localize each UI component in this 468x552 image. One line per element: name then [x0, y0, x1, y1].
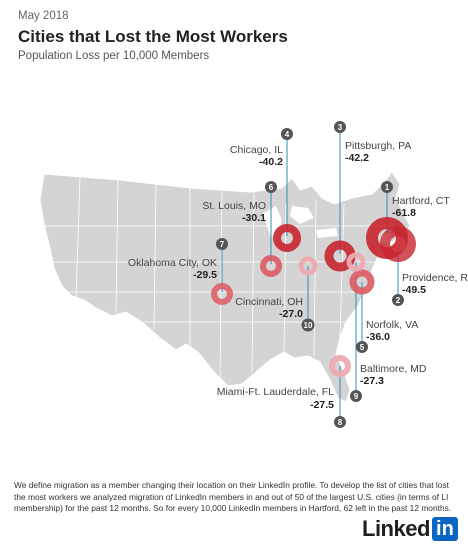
svg-text:5: 5 [360, 343, 365, 352]
us-map: 1 2 3 4 5 6 7 8 9 10 Hartford, CT -61.8 … [39, 121, 468, 428]
linkedin-logo: Linked in [362, 516, 458, 542]
badge-8: 8 [334, 416, 346, 428]
ring-miami [329, 355, 351, 377]
logo-text: Linked [362, 516, 430, 541]
badge-1: 1 [381, 181, 393, 193]
svg-text:2: 2 [396, 296, 401, 305]
methodology-footnote: We define migration as a member changing… [14, 480, 452, 513]
label-pittsburgh-name: Pittsburgh, PA [345, 140, 411, 152]
label-chicago-value: -40.2 [259, 156, 283, 168]
label-oklahoma-value: -29.5 [193, 269, 217, 281]
svg-text:8: 8 [338, 418, 343, 427]
label-hartford-name: Hartford, CT [392, 195, 450, 207]
svg-text:1: 1 [385, 183, 390, 192]
svg-text:4: 4 [285, 130, 290, 139]
label-miami-name: Miami-Ft. Lauderdale, FL [217, 386, 334, 398]
svg-text:6: 6 [269, 183, 274, 192]
ring-cincinnati [298, 256, 318, 276]
badge-2: 2 [392, 294, 404, 306]
report-date: May 2018 [18, 10, 69, 22]
ring-chicago [273, 224, 301, 252]
badge-6: 6 [265, 181, 277, 193]
badge-7: 7 [216, 238, 228, 250]
label-hartford-value: -61.8 [392, 207, 416, 219]
label-pittsburgh-value: -42.2 [345, 152, 369, 164]
badge-4: 4 [281, 128, 293, 140]
page-title: Cities that Lost the Most Workers [18, 27, 288, 46]
city-rings [211, 217, 416, 377]
svg-text:3: 3 [338, 123, 343, 132]
label-chicago-name: Chicago, IL [230, 144, 283, 156]
badge-9: 9 [350, 390, 362, 402]
label-oklahoma-name: Oklahoma City, OK [128, 257, 217, 269]
badge-10: 10 [301, 318, 315, 332]
svg-text:7: 7 [220, 240, 225, 249]
ring-baltimore [346, 252, 366, 272]
ring-stlouis [260, 255, 282, 277]
logo-in-box: in [431, 517, 458, 541]
rank-badges: 1 2 3 4 5 6 7 8 9 10 [216, 121, 404, 428]
great-lakes [262, 206, 338, 240]
page-subtitle: Population Loss per 10,000 Members [18, 50, 210, 62]
badge-5: 5 [356, 341, 368, 353]
label-providence-value: -49.5 [402, 284, 426, 296]
label-norfolk-name: Norfolk, VA [366, 319, 418, 331]
ring-norfolk [349, 269, 375, 295]
svg-text:9: 9 [354, 392, 359, 401]
ring-providence [380, 226, 416, 262]
label-cincinnati-name: Cincinnati, OH [235, 296, 303, 308]
ring-oklahoma [211, 283, 233, 305]
label-providence-name: Providence, RI [402, 272, 468, 284]
label-baltimore-value: -27.3 [360, 375, 384, 387]
city-labels: Hartford, CT -61.8 Providence, RI -49.5 … [128, 140, 468, 411]
label-stlouis-value: -30.1 [242, 212, 266, 224]
svg-text:10: 10 [304, 321, 313, 330]
label-cincinnati-value: -27.0 [279, 308, 303, 320]
label-norfolk-value: -36.0 [366, 331, 390, 343]
label-miami-value: -27.5 [310, 399, 334, 411]
badge-3: 3 [334, 121, 346, 133]
label-stlouis-name: St. Louis, MO [202, 200, 266, 212]
label-baltimore-name: Baltimore, MD [360, 363, 427, 375]
